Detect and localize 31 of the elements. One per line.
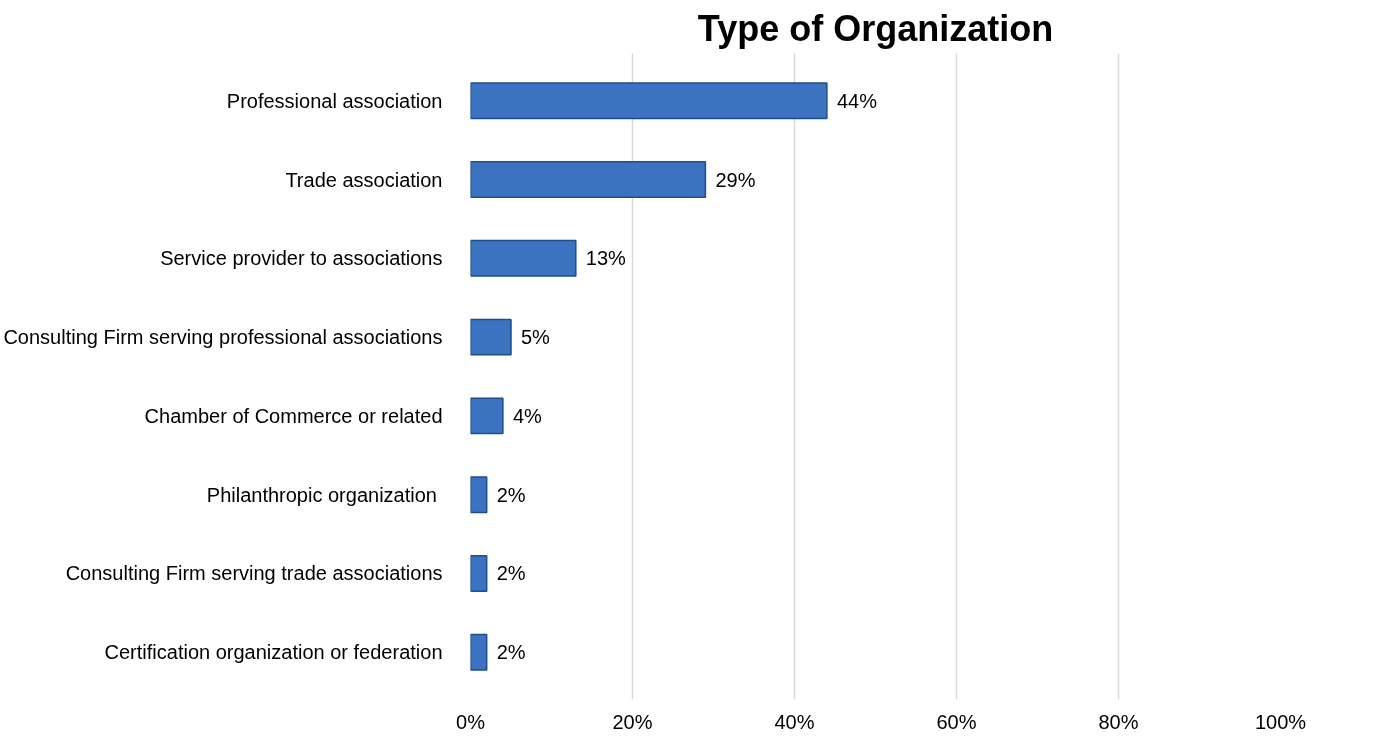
- y-tick-label: Service provider to associations: [160, 247, 443, 270]
- y-tick-label: Philanthropic organization: [206, 483, 437, 506]
- y-tick-label: Consulting Firm serving trade associations: [65, 562, 443, 585]
- bar: [470, 397, 504, 435]
- bar: [470, 161, 707, 199]
- chart-title: Type of Organization: [697, 7, 1054, 49]
- bar: [470, 82, 828, 120]
- bar: [470, 318, 512, 356]
- data-label: 4%: [512, 404, 543, 427]
- x-tick-label: 20%: [612, 710, 653, 733]
- y-tick-label: Chamber of Commerce or related: [144, 404, 443, 427]
- y-tick-label: Trade association: [285, 168, 443, 191]
- y-tick-label: Professional association: [226, 89, 443, 112]
- bar: [470, 554, 488, 592]
- y-tick-label: Consulting Firm serving professional associations: [3, 326, 443, 349]
- x-tick-label: 80%: [1098, 710, 1139, 733]
- y-tick-label: Certification organization or federation: [104, 641, 443, 664]
- x-tick-label: 60%: [936, 710, 977, 733]
- x-tick-label: 40%: [774, 710, 815, 733]
- x-tick-label: 100%: [1254, 710, 1307, 733]
- data-label: 13%: [585, 247, 627, 270]
- bar: [470, 476, 488, 514]
- data-label: 44%: [836, 89, 878, 112]
- bar: [470, 633, 488, 671]
- data-label: 5%: [521, 326, 551, 349]
- bar: [470, 239, 577, 277]
- x-tick-label: 0%: [456, 710, 486, 733]
- data-label: 2%: [496, 562, 526, 585]
- data-label: 2%: [496, 641, 526, 664]
- data-label: 29%: [715, 168, 756, 191]
- data-label: 2%: [496, 483, 526, 506]
